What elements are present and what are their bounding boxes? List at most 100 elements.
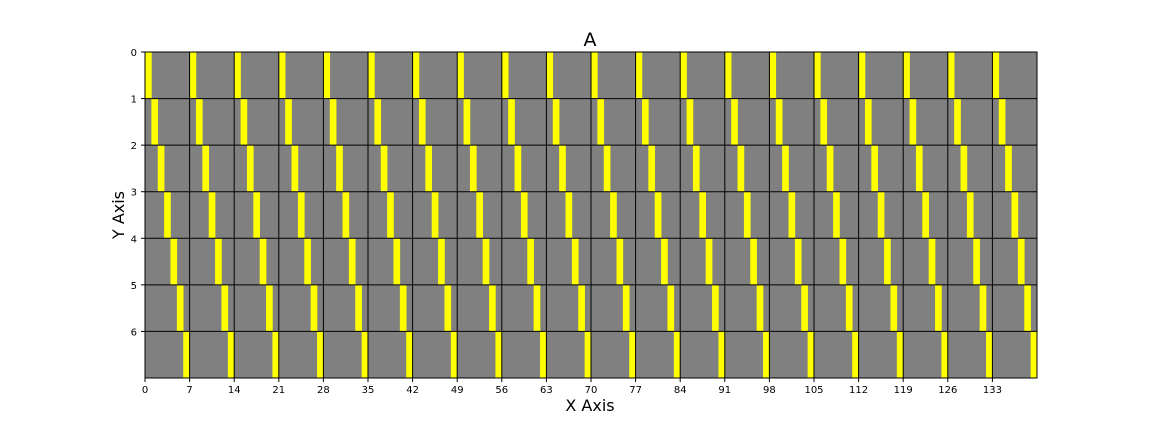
heatmap-cell (489, 284, 496, 332)
heatmap-cell (782, 145, 789, 192)
heatmap-cell (890, 284, 898, 332)
heatmap-cell (1005, 145, 1012, 192)
y-axis-ticks: 0 1 2 3 4 5 6 (131, 48, 145, 338)
y-tick-label: 3 (131, 188, 137, 199)
heatmap-cell (922, 191, 929, 239)
x-tick-label: 133 (983, 385, 1002, 396)
heatmap-cell (317, 331, 324, 378)
heatmap-cell (909, 98, 917, 146)
x-tick-label: 91 (718, 385, 731, 396)
heatmap-cell (705, 238, 713, 285)
heatmap-cell (820, 98, 828, 146)
x-tick-label: 56 (495, 385, 508, 396)
heatmap-cell (610, 191, 617, 239)
heatmap-cell (291, 145, 299, 192)
heatmap-cell (794, 238, 802, 285)
heatmap-cell (157, 145, 165, 192)
heatmap-cell (533, 284, 541, 332)
heatmap-cell (986, 331, 993, 378)
heatmap-cell (482, 238, 490, 285)
heatmap-cell (667, 284, 675, 332)
heatmap-cell (769, 52, 777, 99)
heatmap-cell (712, 284, 719, 332)
x-tick-label: 119 (894, 385, 913, 396)
heatmap-cell (495, 331, 503, 378)
heatmap-cell (278, 52, 286, 99)
heatmap-cell (998, 98, 1006, 146)
heatmap-cell (266, 284, 273, 332)
heatmap-cell (297, 191, 305, 239)
heatmap-cell (170, 238, 178, 285)
heatmap-cell (814, 52, 821, 99)
heatmap-cell (368, 52, 375, 99)
heatmap-cell (954, 98, 961, 146)
heatmap-cell (884, 238, 891, 285)
y-tick-label: 0 (131, 48, 137, 59)
heatmap-cell (540, 331, 547, 378)
heatmap-cell (661, 238, 668, 285)
x-tick-label: 105 (804, 385, 823, 396)
heatmap-cell (1011, 191, 1019, 239)
heatmap-cell (597, 98, 605, 146)
heatmap-cell (221, 284, 229, 332)
heatmap-cell (425, 145, 433, 192)
heatmap-cell (960, 145, 968, 192)
heatmap-cell (629, 331, 636, 378)
heatmap-cell (348, 238, 356, 285)
plot-area (144, 51, 1038, 379)
heatmap-cell (361, 331, 369, 378)
heatmap-cell (259, 238, 267, 285)
heatmap-cell (151, 98, 159, 146)
heatmap-cell (520, 191, 528, 239)
heatmap-cell (731, 98, 738, 146)
heatmap-cell (673, 331, 681, 378)
heatmap-cell (928, 238, 936, 285)
heatmap-cell (559, 145, 566, 192)
heatmap-cell (469, 145, 477, 192)
heatmap-cell (737, 145, 745, 192)
heatmap-cell (807, 331, 815, 378)
heatmap-cell (915, 145, 923, 192)
x-tick-label: 42 (406, 385, 419, 396)
heatmap-cell (234, 52, 241, 99)
x-tick-label: 7 (186, 385, 192, 396)
heatmap-cell (387, 191, 394, 239)
heatmap-cell (692, 145, 700, 192)
heatmap-cell (775, 98, 783, 146)
heatmap-cell (864, 98, 872, 146)
heatmap-cell (635, 52, 643, 99)
heatmap-cell (355, 284, 362, 332)
heatmap-cell (329, 98, 337, 146)
heatmap-cell (565, 191, 573, 239)
heatmap-cell (195, 98, 203, 146)
heatmap-cell (253, 191, 260, 239)
heatmap-cell (718, 331, 726, 378)
heatmap-cell (941, 331, 949, 378)
y-tick-label: 6 (131, 327, 137, 338)
heatmap-cell (215, 238, 222, 285)
heatmap-cell (374, 98, 382, 146)
x-tick-label: 98 (763, 385, 776, 396)
x-tick-label: 21 (272, 385, 285, 396)
heatmap-cell (654, 191, 662, 239)
y-axis-label: Y Axis (109, 191, 128, 240)
heatmap-cell (788, 191, 796, 239)
heatmap-cell (514, 145, 522, 192)
x-tick-label: 112 (849, 385, 868, 396)
heatmap-cell (973, 238, 980, 285)
heatmap-cell (1024, 284, 1031, 332)
x-tick-label: 35 (362, 385, 375, 396)
heatmap-cell (966, 191, 974, 239)
heatmap-cell (527, 238, 534, 285)
heatmap-cell (457, 52, 464, 99)
heatmap-cell (699, 191, 706, 239)
heatmap-cell (858, 52, 866, 99)
heatmap-cell (801, 284, 808, 332)
y-tick-label: 5 (131, 281, 137, 292)
heatmap-cell (202, 145, 210, 192)
heatmap-cell (304, 238, 311, 285)
heatmap-cell (164, 191, 171, 239)
heatmap-cell (871, 145, 879, 192)
heatmap-cell (323, 52, 331, 99)
